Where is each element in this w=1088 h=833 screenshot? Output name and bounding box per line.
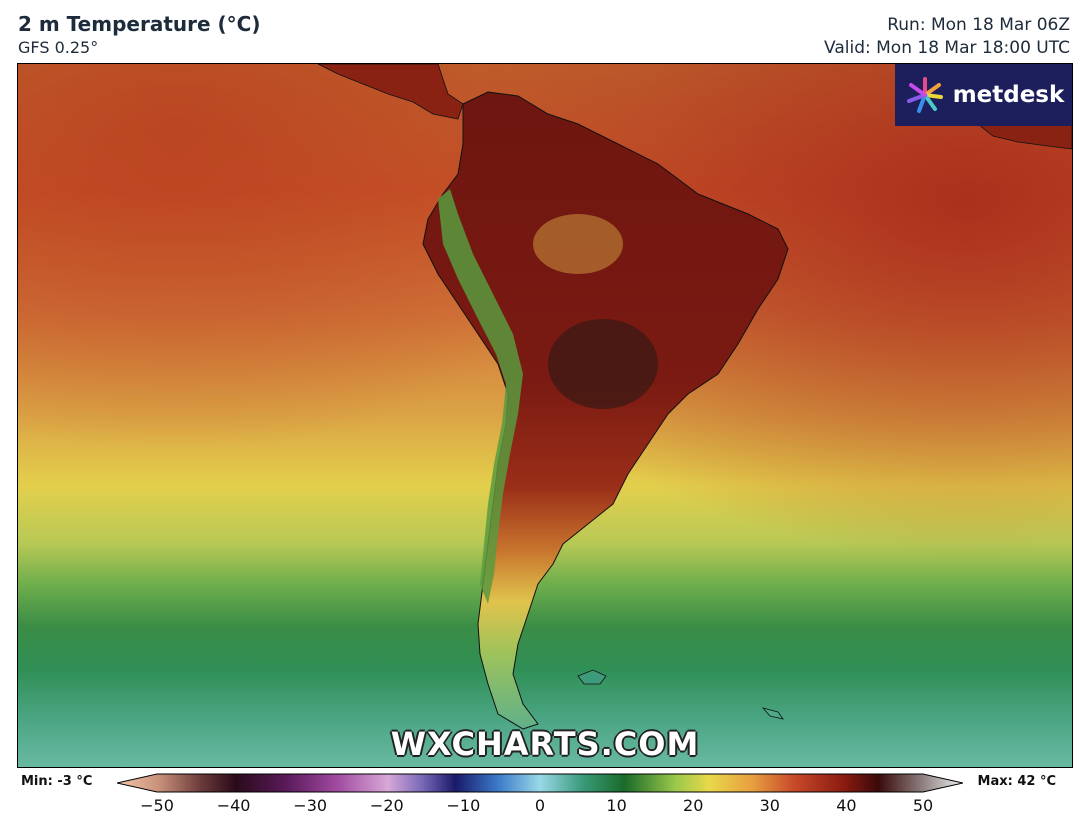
africa-edge bbox=[976, 123, 1072, 150]
south-georgia bbox=[761, 707, 784, 720]
falkland-islands bbox=[577, 669, 607, 685]
colorbar-tick-label: 50 bbox=[912, 796, 934, 815]
colorbar-tick-label: −50 bbox=[140, 796, 174, 815]
metdesk-wordmark: metdesk bbox=[952, 82, 1065, 108]
legend-min-label: Min: -3 °C bbox=[21, 774, 93, 789]
colorbar-tick-label: −30 bbox=[293, 796, 328, 815]
andes-cool-band bbox=[438, 189, 523, 604]
temperature-colorbar bbox=[117, 773, 963, 793]
model-label: GFS 0.25° bbox=[18, 38, 99, 57]
chart-title: 2 m Temperature (°C) bbox=[18, 12, 261, 36]
legend-max-label: Max: 42 °C bbox=[977, 774, 1056, 789]
metdesk-logo[interactable]: metdesk bbox=[895, 64, 1072, 126]
colorbar-tick-label: −10 bbox=[446, 796, 481, 815]
colorbar-tick-label: 10 bbox=[606, 796, 627, 815]
colorbar-tick-labels: −50 −40 −30 −20 −10 0 10 20 30 40 50 bbox=[0, 796, 1088, 820]
amazon-cooler-patch bbox=[533, 214, 623, 274]
central-america bbox=[317, 64, 464, 120]
temperature-map[interactable]: metdesk WXCHARTS.COM bbox=[17, 63, 1073, 768]
colorbar-tick-label: 20 bbox=[683, 796, 704, 815]
south-america bbox=[422, 91, 789, 730]
colorbar-tick-label: 30 bbox=[759, 796, 780, 815]
run-time-label: Run: Mon 18 Mar 06Z bbox=[887, 15, 1070, 35]
colorbar-tick-label: 40 bbox=[836, 796, 857, 815]
metdesk-burst-icon bbox=[906, 77, 943, 113]
valid-time-label: Valid: Mon 18 Mar 18:00 UTC bbox=[824, 38, 1070, 58]
hot-core-chaco bbox=[548, 319, 658, 409]
colorbar-tick-label: −40 bbox=[216, 796, 251, 815]
map-canvas bbox=[18, 64, 1072, 767]
colorbar-tick-label: 0 bbox=[534, 796, 546, 815]
colorbar-tick-label: −20 bbox=[369, 796, 404, 815]
wxcharts-watermark: WXCHARTS.COM bbox=[390, 725, 700, 763]
